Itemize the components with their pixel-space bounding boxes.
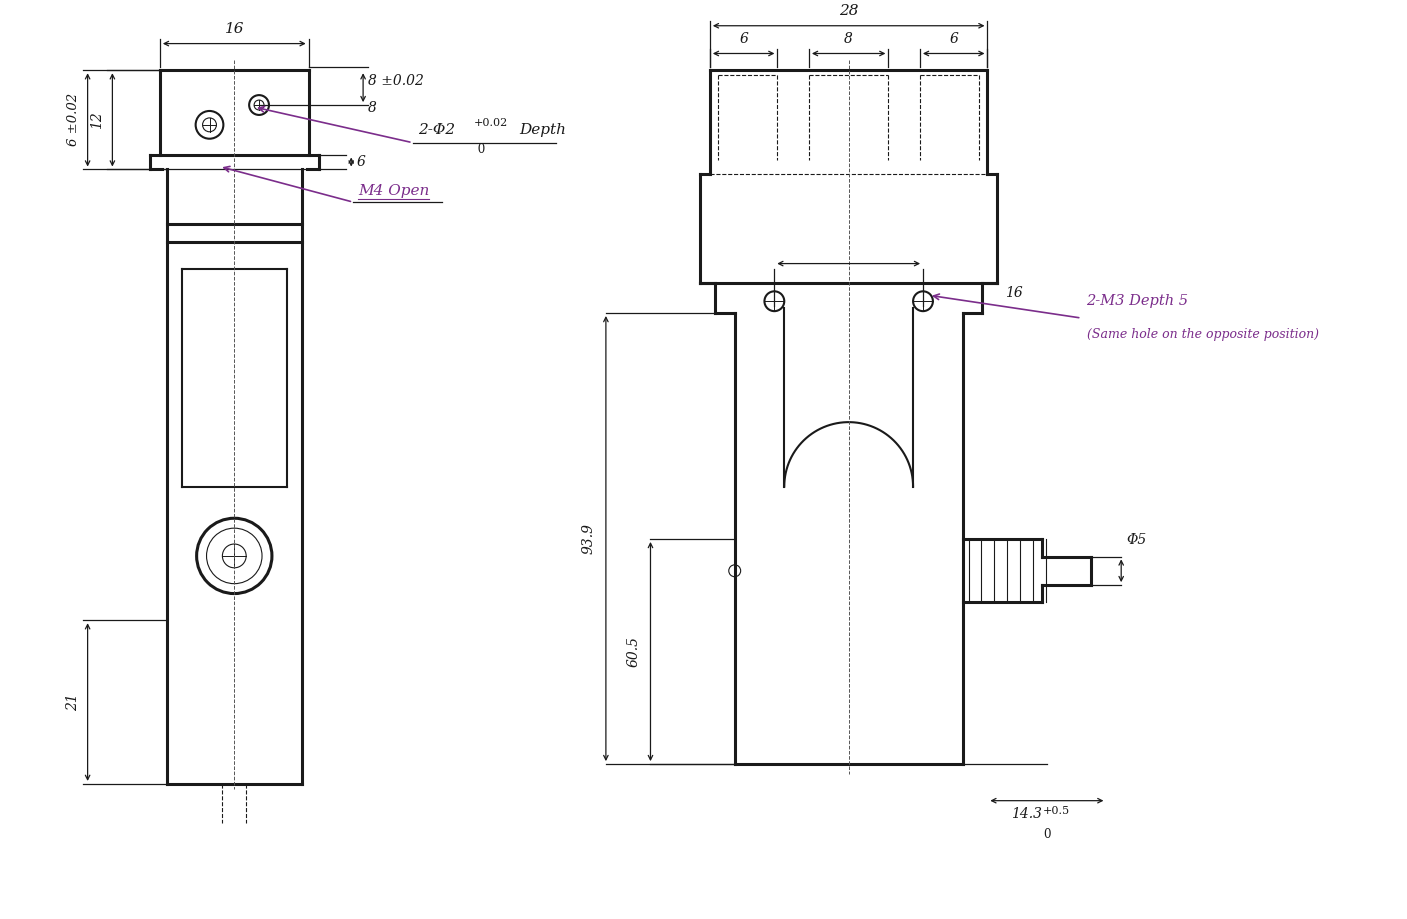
Text: M4 Open: M4 Open — [359, 184, 429, 199]
Text: 0: 0 — [1043, 828, 1051, 842]
Text: 8: 8 — [844, 31, 853, 46]
Text: Φ5: Φ5 — [1126, 533, 1147, 547]
Text: 21: 21 — [66, 693, 80, 711]
Text: 6: 6 — [950, 31, 958, 46]
Text: Depth: Depth — [519, 123, 567, 137]
Text: 6: 6 — [739, 31, 749, 46]
Text: 8: 8 — [369, 100, 377, 115]
Text: 2-Φ2: 2-Φ2 — [418, 123, 454, 137]
Text: 14.3: 14.3 — [1010, 807, 1043, 821]
Text: 8 ±0.02: 8 ±0.02 — [369, 74, 424, 87]
Text: 93.9: 93.9 — [582, 523, 597, 554]
Text: 2-M3 Depth 5: 2-M3 Depth 5 — [1086, 294, 1189, 308]
Text: (Same hole on the opposite position): (Same hole on the opposite position) — [1086, 328, 1318, 341]
Text: 16: 16 — [225, 22, 243, 36]
Text: 0: 0 — [474, 142, 485, 155]
Text: 60.5: 60.5 — [626, 636, 640, 667]
Text: 28: 28 — [839, 4, 858, 17]
Text: 6 ±0.02: 6 ±0.02 — [66, 94, 80, 146]
Text: +0.5: +0.5 — [1043, 806, 1071, 816]
Text: +0.02: +0.02 — [474, 118, 508, 128]
Text: 16: 16 — [1005, 287, 1023, 301]
Text: 6: 6 — [356, 155, 364, 169]
Text: 12: 12 — [90, 111, 104, 129]
